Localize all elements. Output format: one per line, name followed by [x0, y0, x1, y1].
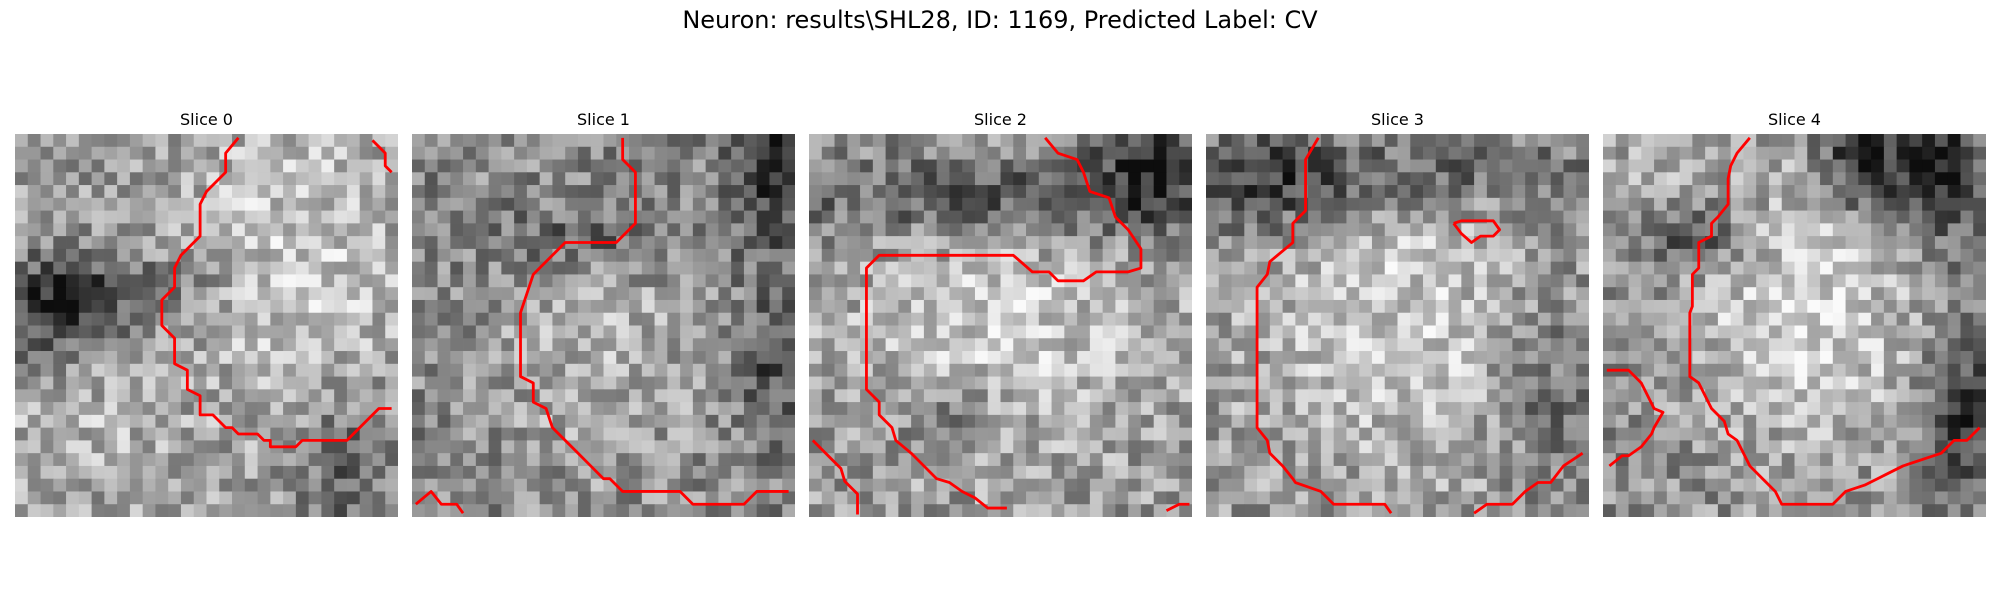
slice-image-1: [412, 134, 795, 517]
contour-line-1: [371, 139, 393, 174]
slice-title-4: Slice 4: [1768, 110, 1821, 129]
slice-panel-4: Slice 4: [1603, 110, 1986, 520]
slice-image-2: [809, 134, 1192, 517]
slice-image-0: [15, 134, 398, 517]
slice-image-4: [1603, 134, 1986, 517]
slice-pixels: [1206, 134, 1589, 517]
contour-line-1: [811, 439, 859, 515]
contour-line-2: [1452, 219, 1502, 244]
contour-line-0: [865, 136, 1143, 510]
slice-title-2: Slice 2: [974, 110, 1027, 129]
slice-pixels: [412, 134, 795, 517]
contour-line-1: [1606, 368, 1665, 468]
contour-line-0: [519, 137, 789, 506]
slice-panel-3: Slice 3: [1206, 110, 1589, 520]
contour-line-0: [160, 136, 392, 449]
figure-title: Neuron: results\SHL28, ID: 1169, Predict…: [682, 6, 1318, 34]
contour-line-1: [1473, 451, 1584, 515]
slice-panel-0: Slice 0: [15, 110, 398, 520]
slice-pixels: [809, 134, 1192, 517]
contour-line-0: [1255, 137, 1393, 514]
contour-line-2: [1165, 502, 1190, 512]
slice-image-3: [1206, 134, 1589, 517]
slice-panel-2: Slice 2: [809, 110, 1192, 520]
slice-pixels: [15, 134, 398, 517]
slice-panel-1: Slice 1: [412, 110, 795, 520]
slice-title-0: Slice 0: [180, 110, 233, 129]
slice-title-3: Slice 3: [1371, 110, 1424, 129]
contour-line-0: [1688, 136, 1981, 506]
slice-title-1: Slice 1: [577, 110, 630, 129]
slice-pixels: [1603, 134, 1986, 517]
contour-line-1: [414, 490, 465, 514]
